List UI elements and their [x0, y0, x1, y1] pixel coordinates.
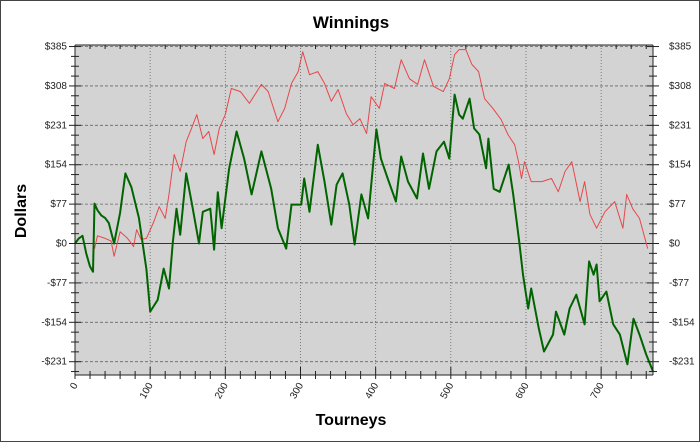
plot-area — [75, 45, 653, 375]
y-tick-label: -$231 — [41, 357, 67, 368]
y-tick-label: $308 — [45, 81, 68, 92]
y-tick-label-right: $0 — [669, 239, 681, 250]
y-tick-label: $385 — [45, 42, 68, 53]
y-tick-label-right: $231 — [669, 120, 692, 131]
x-tick-label: 500 — [439, 381, 457, 401]
y-tick-label-right: $154 — [669, 160, 692, 171]
y-tick-label: -$77 — [47, 278, 67, 289]
y-tick-label-right: $77 — [669, 199, 686, 210]
x-tick-label: 700 — [589, 381, 607, 401]
y-tick-label-right: -$231 — [669, 357, 695, 368]
x-tick-label: 600 — [514, 381, 532, 401]
chart-title: Winnings — [313, 13, 389, 32]
y-tick-label: -$154 — [41, 317, 67, 328]
y-tick-label-right: -$77 — [669, 278, 689, 289]
grid-lines — [75, 45, 653, 375]
y-tick-label: $231 — [45, 120, 68, 131]
x-tick-label: 400 — [363, 381, 381, 401]
x-tick-label: 0 — [68, 381, 81, 392]
y-tick-label: $154 — [45, 160, 68, 171]
y-tick-label: $77 — [50, 199, 67, 210]
y-tick-label-right: $308 — [669, 81, 692, 92]
x-tick-label: 100 — [138, 381, 156, 401]
axes: $385 $385 $308 $308 $231 $231 $154 $154 $77 $77 $0… — [41, 42, 695, 401]
x-tick-label: 200 — [213, 381, 231, 401]
x-axis-label: Tourneys — [316, 412, 387, 429]
y-axis-label: Dollars — [13, 184, 30, 238]
x-tick-label: 300 — [288, 381, 306, 401]
series-group — [74, 49, 654, 372]
y-tick-label: $0 — [56, 239, 68, 250]
y-tick-label-right: $385 — [669, 42, 692, 53]
y-tick-label-right: -$154 — [669, 317, 695, 328]
